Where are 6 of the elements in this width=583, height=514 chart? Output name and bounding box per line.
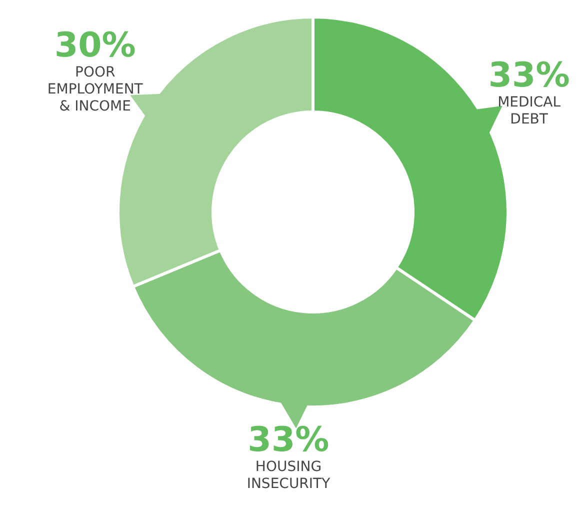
slice-label: POOR EMPLOYMENT & INCOME [47,64,144,114]
data-label: 33% [248,420,330,460]
legend-label: MEDICAL DEBT [498,94,561,128]
slice-label: HOUSING INSECURITY [246,458,331,492]
data-label: 33% [488,56,570,96]
data-label: 30% [54,25,136,66]
